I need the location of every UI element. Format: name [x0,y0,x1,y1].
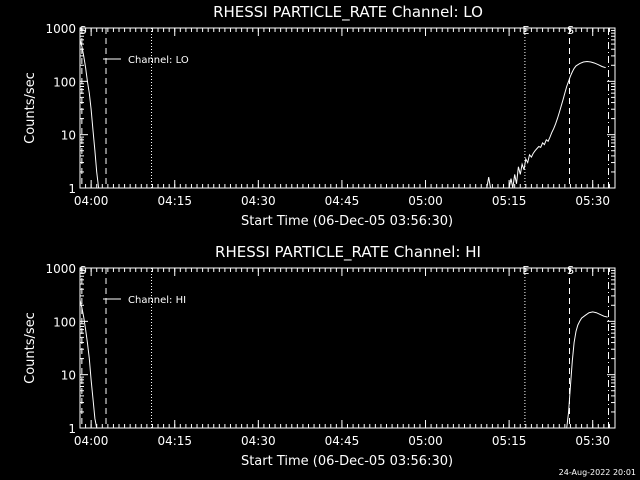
y-tick-label: 1 [68,422,76,436]
plot-marks: 04:00 04:15 04:30 04:45 05:00 05:15 05:30 1 10 10… [45,22,616,208]
y-tick-label: 100 [53,315,76,329]
x-tick-label: 05:30 [575,434,610,448]
x-tick-label: 05:30 [575,194,610,208]
chart-panel-lo: RHESSI PARTICLE_RATE Channel: LO 04:00 04… [23,3,616,229]
x-tick-label: 04:15 [157,434,192,448]
x-axis-label: Start Time (06-Dec-05 03:56:30) [241,214,453,229]
event-marker-label: S [567,24,574,37]
chart-title: RHESSI PARTICLE_RATE Channel: HI [215,243,481,262]
x-tick-label: 04:45 [325,194,360,208]
event-marker-label: S [79,264,86,277]
legend-label: Channel: HI [128,295,186,306]
plot-frame [79,27,616,189]
x-tick-label: 04:30 [241,194,276,208]
x-tick-label: 04:45 [325,434,360,448]
chart-panel-hi: RHESSI PARTICLE_RATE Channel: HI 04:00 04… [23,243,616,469]
y-tick-label: 100 [53,75,76,89]
series-line [79,39,100,189]
y-tick-label: 1000 [45,262,76,276]
legend-label: Channel: LO [128,55,189,66]
series-line [566,311,608,429]
event-marker-label: S [567,264,574,277]
y-axis-label: Counts/sec [23,312,38,384]
series-line [508,60,606,189]
y-axis-label: Counts/sec [23,72,38,144]
series-line [486,177,491,189]
y-tick-label: 10 [61,369,76,383]
legend: Channel: LO [103,55,189,66]
footer-date: 24-Aug-2022 20:01 [559,468,636,477]
x-tick-label: 05:15 [492,434,527,448]
plot-frame [79,267,616,429]
x-tick-label: 05:00 [408,194,443,208]
y-tick-label: 1000 [45,22,76,36]
x-tick-label: 04:15 [157,194,192,208]
y-tick-label: 10 [61,129,76,143]
x-tick-label: 05:00 [408,434,443,448]
legend: Channel: HI [103,295,186,306]
chart-title: RHESSI PARTICLE_RATE Channel: LO [213,3,483,22]
event-marker-label: E [522,24,529,37]
series-line [79,299,98,429]
x-tick-label: 04:00 [74,194,109,208]
event-marker-label: E [522,264,529,277]
x-tick-label: 05:15 [492,194,527,208]
x-tick-label: 04:30 [241,434,276,448]
x-tick-label: 04:00 [74,434,109,448]
plot-marks: 04:00 04:15 04:30 04:45 05:00 05:15 05:30 1 10 10… [45,262,616,448]
x-axis-label: Start Time (06-Dec-05 03:56:30) [241,454,453,469]
event-marker-label: S [79,24,86,37]
y-tick-label: 1 [68,182,76,196]
